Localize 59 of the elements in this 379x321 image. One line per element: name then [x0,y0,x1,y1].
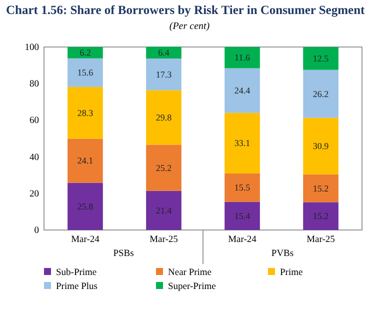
data-label: 6.2 [80,48,91,58]
x-tick-label: Mar-24 [228,235,257,245]
legend-label: Prime [280,268,303,278]
legend-label: Near Prime [168,268,212,278]
bar [146,46,182,59]
data-label: 6.4 [158,48,170,58]
y-tick-label: 0 [34,226,40,236]
bar [224,173,260,202]
data-label: 12.5 [312,53,330,64]
data-label: 15.5 [234,182,251,193]
bar [68,86,103,139]
bar [224,47,260,68]
x-tick-label: Mar-25 [306,235,336,245]
x-tick-label: Mar-25 [150,235,178,245]
data-label: 15.2 [312,183,329,194]
bar [224,202,260,230]
bar [303,202,338,230]
bar [303,118,338,174]
bar [68,182,103,230]
data-label: 25.8 [77,201,94,212]
data-label: 15.4 [234,210,251,221]
bar [303,47,338,70]
data-label: 15.6 [77,68,94,78]
data-label: 33.1 [234,138,250,148]
bar [303,70,338,118]
y-tick-label: 40 [30,152,40,163]
bar [146,58,182,90]
bar [68,47,103,58]
data-label: 30.9 [312,141,330,152]
chart-subtitle: (Per cent) [169,21,210,32]
data-label: 21.4 [156,205,172,216]
data-label: 29.8 [156,112,172,122]
text: PVBs [271,249,294,259]
text: PSBs [113,249,134,259]
data-label: 26.2 [312,88,329,99]
data-label: 17.3 [156,69,172,80]
bar [224,68,260,113]
data-label: 15.2 [312,211,329,222]
y-tick-label: 100 [24,43,40,53]
legend-label: Prime Plus [56,282,98,292]
chart-title: Chart 1.56: Share of Borrowers by Risk Tier in Consumer Segment [6,3,366,17]
x-tick-label: Mar-24 [71,235,100,245]
data-label: 24.4 [234,86,251,96]
bar [146,90,182,145]
bar [224,112,260,174]
legend-label: Sub-Prime [56,268,97,278]
bar [68,58,103,87]
bar [146,190,182,230]
y-tick-label: 60 [30,116,40,126]
bar [146,144,182,191]
bar [68,138,103,183]
y-tick-label: 20 [30,189,40,200]
data-label: 24.1 [77,156,94,166]
data-label: 11.6 [234,52,250,63]
y-tick-label: 80 [30,80,40,90]
legend-label: Super-Prime [168,282,216,292]
data-label: 28.3 [77,108,94,118]
bar [303,174,338,202]
data-label: 25.2 [156,162,172,173]
